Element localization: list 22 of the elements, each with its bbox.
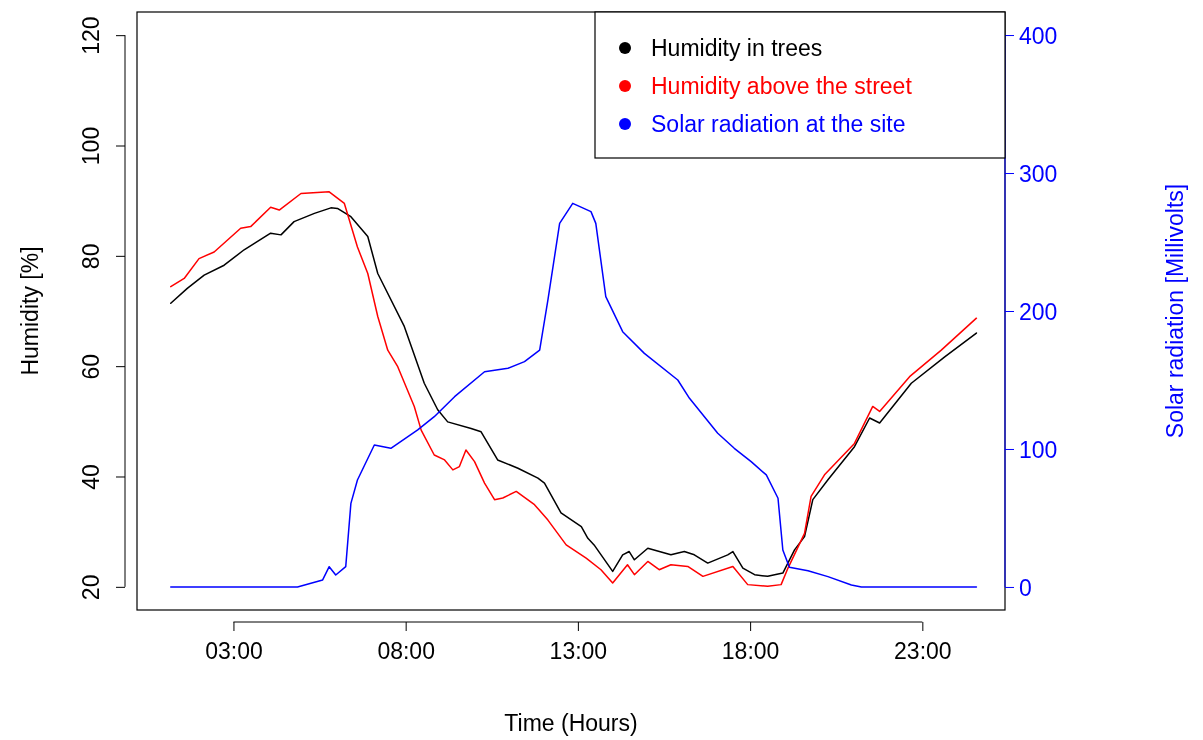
legend-label: Humidity above the street: [651, 73, 913, 100]
x-tick-label: 08:00: [377, 638, 435, 665]
x-tick-label: 13:00: [549, 638, 608, 665]
y-tick-label: 120: [78, 16, 104, 55]
x-tick-label: 18:00: [721, 638, 780, 665]
y-tick-label: 20: [78, 574, 104, 601]
y-tick-label: 80: [78, 243, 104, 270]
legend-label: Humidity in trees: [651, 35, 823, 62]
y-tick-label: 60: [78, 353, 104, 380]
y-tick-label: 100: [78, 126, 104, 166]
y2-tick-label: 200: [1019, 298, 1058, 325]
x-tick-label: 03:00: [205, 638, 263, 665]
x-tick-label: 23:00: [894, 638, 952, 665]
y2-tick-label: 0: [1019, 574, 1032, 601]
y2-tick-label: 100: [1019, 436, 1058, 463]
y2-axis-title: Solar radiation [Millivolts]: [1162, 183, 1188, 439]
legend-label: Solar radiation at the site: [651, 111, 906, 138]
y2-tick-label: 400: [1019, 22, 1058, 49]
y-axis-title: Humidity [%]: [17, 246, 43, 376]
x-axis-title: Time (Hours): [504, 710, 638, 736]
y-tick-label: 40: [78, 464, 104, 490]
y2-tick-label: 300: [1019, 160, 1058, 187]
